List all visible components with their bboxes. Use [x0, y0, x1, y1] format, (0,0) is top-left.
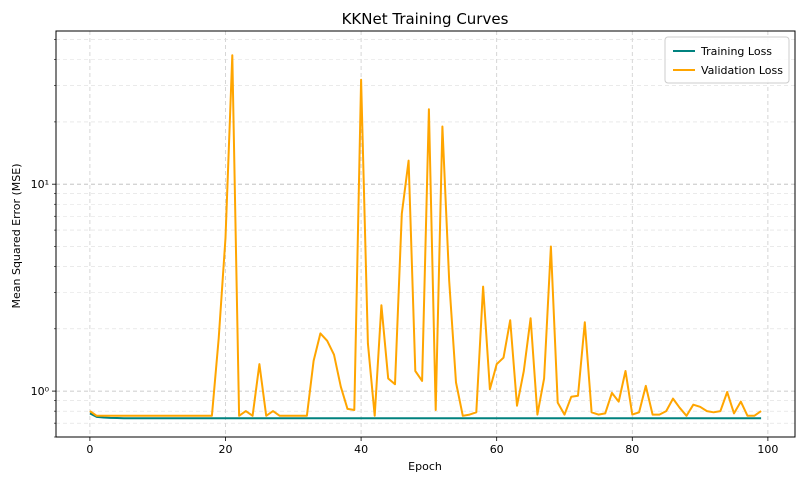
x-tick-label: 60: [490, 443, 504, 456]
x-axis-title: Epoch: [408, 460, 442, 473]
y-tick-label: 10⁰: [31, 385, 50, 398]
series-line-validation-loss: [89, 54, 762, 417]
x-tick-label: 40: [354, 443, 368, 456]
y-axis-title: Mean Squared Error (MSE): [10, 164, 23, 309]
plot-frame: [55, 30, 796, 438]
x-tick-label: 80: [625, 443, 639, 456]
chart-title: KKNet Training Curves: [342, 10, 509, 28]
legend-box: [664, 36, 790, 84]
legend: Training Loss Validation Loss: [664, 36, 790, 84]
y-tick-label: 10¹: [31, 178, 49, 191]
axis-ticks: 0 20 40 60 80 100 10⁰ 10¹: [31, 39, 778, 456]
x-tick-label: 0: [86, 443, 93, 456]
plot-series: [89, 54, 762, 420]
x-tick-label: 100: [757, 443, 778, 456]
legend-label: Validation Loss: [701, 64, 783, 77]
series-line-training-loss: [89, 412, 762, 420]
x-tick-label: 20: [218, 443, 232, 456]
legend-label: Training Loss: [700, 45, 772, 58]
